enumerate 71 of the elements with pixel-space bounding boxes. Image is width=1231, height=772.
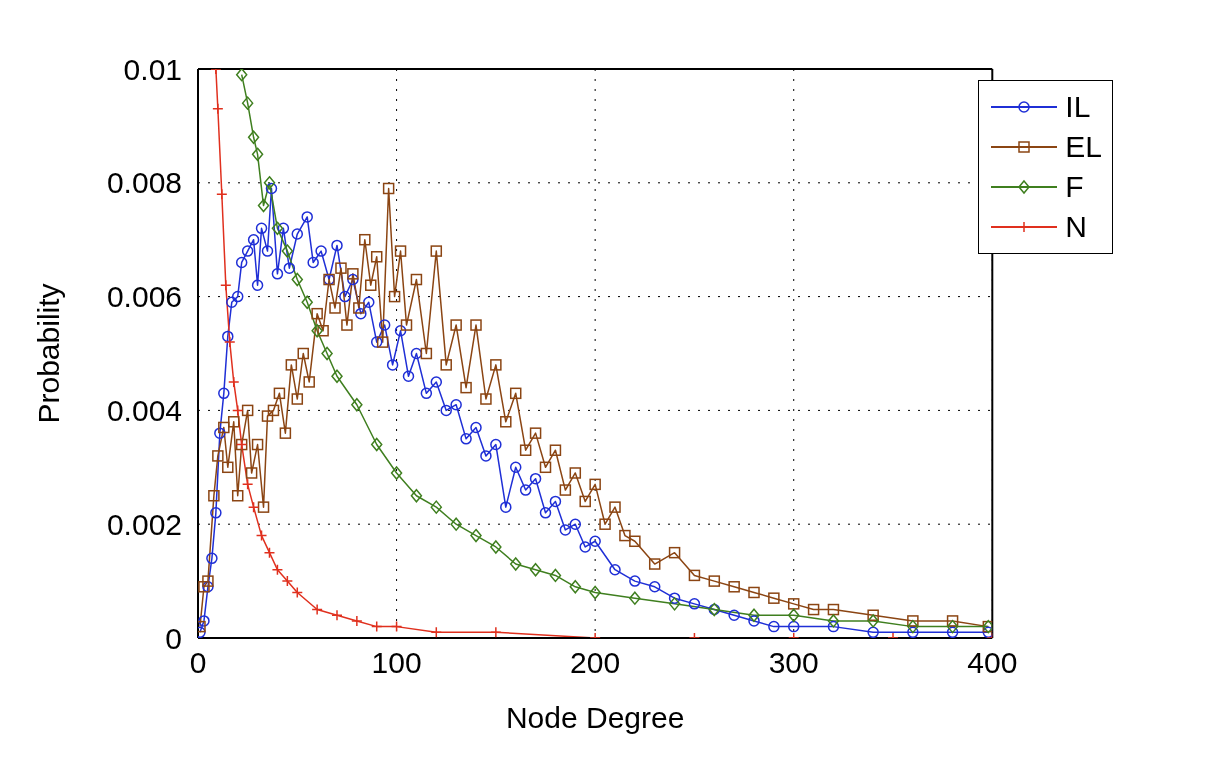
point bbox=[321, 346, 333, 361]
y-axis-title: Probability bbox=[31, 283, 65, 424]
x-tick-label: 200 bbox=[570, 646, 621, 680]
point bbox=[529, 562, 542, 577]
point bbox=[370, 620, 383, 633]
point bbox=[247, 130, 260, 145]
point bbox=[271, 221, 284, 236]
point bbox=[450, 517, 462, 531]
y-tick-label: 0.004 bbox=[106, 394, 182, 428]
point bbox=[281, 244, 294, 258]
point bbox=[291, 272, 304, 287]
x-tick-label: 0 bbox=[189, 646, 207, 680]
y-tick-label: 0.01 bbox=[123, 52, 182, 86]
point bbox=[907, 619, 919, 634]
point bbox=[263, 176, 276, 190]
point bbox=[351, 397, 363, 412]
point bbox=[241, 478, 254, 491]
point bbox=[390, 620, 403, 633]
x-tick-label: 400 bbox=[967, 646, 1018, 680]
legend-label: F bbox=[1065, 170, 1084, 204]
point bbox=[668, 597, 681, 611]
point bbox=[470, 528, 482, 543]
x-tick-label: 100 bbox=[371, 646, 422, 680]
point bbox=[430, 626, 443, 638]
point bbox=[549, 568, 562, 583]
point bbox=[220, 279, 232, 291]
point bbox=[867, 614, 879, 628]
point bbox=[212, 103, 224, 115]
point bbox=[410, 489, 423, 503]
point bbox=[331, 609, 343, 621]
x-tick-label: 300 bbox=[768, 646, 819, 680]
y-tick-label: 0.006 bbox=[106, 280, 182, 314]
point bbox=[430, 500, 443, 514]
x-axis-title: Node Degree bbox=[505, 701, 685, 734]
point bbox=[629, 591, 641, 605]
point bbox=[351, 615, 363, 627]
point bbox=[255, 529, 268, 542]
y-tick-label: 0.002 bbox=[106, 507, 182, 541]
point bbox=[291, 586, 304, 599]
legend-label: IL bbox=[1065, 90, 1091, 124]
point bbox=[390, 466, 403, 480]
point bbox=[227, 376, 240, 388]
point bbox=[827, 614, 840, 628]
point bbox=[247, 501, 260, 513]
point bbox=[509, 557, 522, 571]
point bbox=[301, 295, 313, 310]
point bbox=[281, 575, 294, 587]
point bbox=[251, 147, 264, 162]
point bbox=[589, 585, 601, 600]
point bbox=[569, 580, 582, 594]
point bbox=[263, 546, 276, 559]
point bbox=[370, 437, 383, 452]
point bbox=[241, 96, 254, 110]
point bbox=[216, 188, 228, 200]
point bbox=[224, 336, 236, 348]
legend-label: EL bbox=[1065, 130, 1102, 164]
legend-label: N bbox=[1065, 210, 1087, 244]
point bbox=[331, 369, 343, 384]
point bbox=[311, 323, 323, 338]
point bbox=[311, 603, 323, 616]
point bbox=[490, 626, 502, 638]
point bbox=[946, 619, 959, 634]
point bbox=[787, 608, 800, 622]
point bbox=[748, 608, 760, 622]
point bbox=[235, 69, 248, 82]
y-tick-label: 0 bbox=[165, 621, 182, 655]
point bbox=[231, 404, 244, 417]
y-tick-label: 0.008 bbox=[106, 166, 182, 200]
point bbox=[490, 540, 502, 554]
point bbox=[257, 198, 270, 213]
point bbox=[271, 563, 284, 576]
